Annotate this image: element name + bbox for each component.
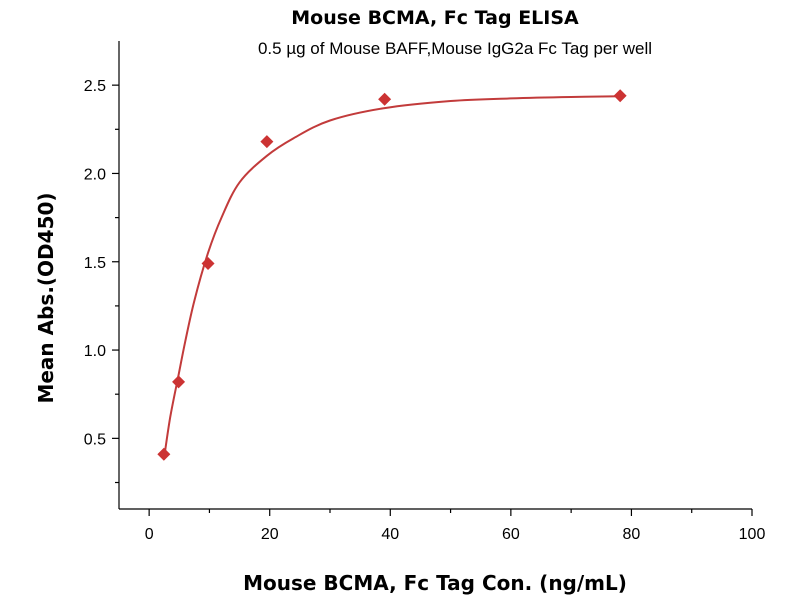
- data-point-diamond: [260, 135, 274, 149]
- x-axis-label: Mouse BCMA, Fc Tag Con. (ng/mL): [243, 571, 627, 595]
- y-axis-label: Mean Abs.(OD450): [34, 192, 58, 403]
- y-ticks: 0.5 1.0 1.5 2.0 2.5: [84, 78, 119, 484]
- chart-subtitle: 0.5 µg of Mouse BAFF,Mouse IgG2a Fc Tag …: [258, 39, 652, 58]
- x-ticks: 0 20 40 60 80 100: [145, 509, 766, 543]
- x-tick-label: 0: [145, 526, 154, 543]
- y-tick-label: 2.0: [84, 166, 106, 183]
- data-points: [157, 89, 627, 461]
- data-point-diamond: [172, 375, 186, 389]
- data-point-diamond: [201, 257, 215, 271]
- x-tick-label: 40: [381, 526, 399, 543]
- data-point-diamond: [157, 447, 171, 461]
- y-tick-label: 2.5: [84, 78, 106, 95]
- fit-curve: [162, 95, 621, 460]
- x-tick-label: 100: [739, 526, 766, 543]
- y-tick-label: 0.5: [84, 431, 106, 448]
- x-tick-label: 60: [502, 526, 520, 543]
- x-tick-label: 80: [623, 526, 641, 543]
- chart-title: Mouse BCMA, Fc Tag ELISA: [291, 7, 579, 29]
- x-tick-label: 20: [261, 526, 279, 543]
- data-point-diamond: [378, 92, 392, 106]
- y-tick-label: 1.0: [84, 343, 106, 360]
- data-point-diamond: [613, 89, 627, 103]
- y-tick-label: 1.5: [84, 255, 106, 272]
- plot-axes: [118, 41, 752, 510]
